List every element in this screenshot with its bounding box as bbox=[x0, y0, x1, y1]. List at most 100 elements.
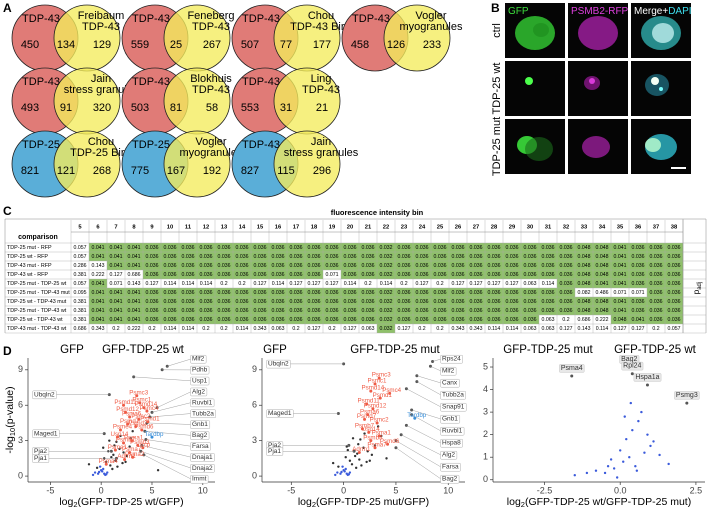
p-value: 0.036 bbox=[218, 308, 231, 314]
p-value: 0.036 bbox=[182, 272, 195, 278]
p-value: 0.036 bbox=[416, 317, 429, 323]
p-value: 0.114 bbox=[182, 326, 195, 332]
significant-cell bbox=[539, 288, 557, 297]
significant-cell bbox=[233, 270, 251, 279]
significant-cell bbox=[521, 270, 539, 279]
gene-label: Maged1 bbox=[268, 410, 292, 417]
significant-cell bbox=[647, 279, 665, 288]
venn-count: 126 bbox=[387, 39, 405, 51]
cell bbox=[578, 16, 618, 50]
p-value: 0.036 bbox=[182, 317, 195, 323]
venn-circle bbox=[273, 130, 341, 198]
significant-cell bbox=[323, 306, 341, 315]
point bbox=[363, 432, 366, 435]
channel-label: GFP bbox=[508, 6, 529, 17]
p-value: 0.036 bbox=[272, 263, 285, 269]
p-value: 0.036 bbox=[362, 317, 375, 323]
p-value: 0.036 bbox=[182, 299, 195, 305]
gene-point bbox=[137, 417, 141, 421]
gene-label: Adrm1 bbox=[117, 453, 136, 460]
gene-label: Dnaja2 bbox=[192, 465, 213, 472]
significant-cell bbox=[107, 297, 125, 306]
p-value: 0.127 bbox=[344, 326, 357, 332]
venn-left-name: TDP-43 bbox=[352, 13, 390, 25]
x-tick-label: 10 bbox=[443, 485, 453, 495]
p-value: 0.036 bbox=[452, 290, 465, 296]
significant-cell bbox=[503, 252, 521, 261]
significant-cell bbox=[575, 306, 593, 315]
significant-cell bbox=[341, 297, 359, 306]
point bbox=[637, 419, 640, 423]
significant-cell bbox=[665, 297, 683, 306]
significant-cell bbox=[503, 288, 521, 297]
venn-count: 268 bbox=[93, 165, 111, 177]
gene-point bbox=[371, 407, 375, 411]
p-value: 0.041 bbox=[128, 308, 141, 314]
significant-cell bbox=[413, 315, 431, 324]
significant-cell bbox=[269, 288, 287, 297]
p-value: 0.036 bbox=[470, 317, 483, 323]
gene-label: Psmc1 bbox=[368, 378, 387, 385]
p-value: 0.036 bbox=[272, 272, 285, 278]
gene-point bbox=[130, 439, 134, 443]
significant-cell bbox=[143, 252, 161, 261]
row-label: ctrl bbox=[491, 23, 503, 38]
p-value: 0.036 bbox=[290, 317, 303, 323]
gene-label: Psmd14 bbox=[135, 401, 158, 408]
venn-right-name: myogranules bbox=[400, 21, 463, 33]
venn-circle bbox=[383, 4, 451, 72]
significant-cell bbox=[287, 243, 305, 252]
p-value: 0.032 bbox=[380, 326, 393, 332]
bin-label: 37 bbox=[653, 225, 659, 231]
significant-cell bbox=[269, 243, 287, 252]
significant-cell bbox=[557, 306, 575, 315]
gene-point bbox=[367, 430, 371, 434]
label-box bbox=[32, 429, 60, 438]
significant-cell bbox=[629, 270, 647, 279]
p-value: 0.114 bbox=[182, 281, 195, 287]
leader bbox=[145, 439, 192, 447]
leader bbox=[416, 381, 442, 396]
gene-label: Adrm1 bbox=[352, 446, 371, 453]
bin-label: 35 bbox=[617, 225, 624, 231]
p-value: 0.036 bbox=[254, 299, 267, 305]
p-value: 0.036 bbox=[236, 263, 249, 269]
venn-count: 775 bbox=[131, 165, 149, 177]
p-value: 0.036 bbox=[668, 254, 681, 260]
gene-label: Psma1 bbox=[372, 430, 392, 437]
p-value: 0.222 bbox=[128, 326, 141, 332]
point bbox=[342, 468, 345, 472]
p-value: 0.036 bbox=[218, 245, 231, 251]
significant-cell bbox=[287, 297, 305, 306]
p-value: 0.127 bbox=[560, 326, 573, 332]
p-value: 0.2 bbox=[202, 326, 209, 332]
point bbox=[585, 471, 589, 475]
gene-label: Farsa bbox=[192, 443, 209, 450]
p-value: 0.036 bbox=[470, 308, 483, 314]
significant-cell bbox=[359, 243, 377, 252]
p-value: 0.036 bbox=[434, 272, 447, 278]
x-axis-label-part: 2 bbox=[312, 500, 316, 509]
point bbox=[619, 449, 622, 452]
bin-label: 9 bbox=[150, 225, 154, 231]
p-value: 0.036 bbox=[398, 290, 411, 296]
significant-cell bbox=[485, 270, 503, 279]
p-value: 0.036 bbox=[668, 263, 681, 269]
significant-cell bbox=[467, 252, 485, 261]
significant-cell bbox=[179, 315, 197, 324]
p-value: 0.063 bbox=[542, 326, 555, 332]
significant-cell bbox=[413, 261, 431, 270]
p-value: 0.041 bbox=[596, 281, 609, 287]
venn-right-name: Vogler bbox=[195, 136, 227, 148]
plot-title: GFP-TDP-25 wt bbox=[102, 344, 185, 356]
x-tick-label: 10 bbox=[198, 485, 208, 495]
bin-label: 13 bbox=[221, 225, 228, 231]
significant-cell bbox=[575, 279, 593, 288]
gene-label: Psma6 bbox=[360, 408, 380, 415]
point bbox=[336, 471, 339, 474]
significant-cell bbox=[503, 315, 521, 324]
p-value: 0.036 bbox=[452, 317, 465, 323]
label-box bbox=[440, 403, 467, 412]
gene-point bbox=[645, 383, 649, 387]
